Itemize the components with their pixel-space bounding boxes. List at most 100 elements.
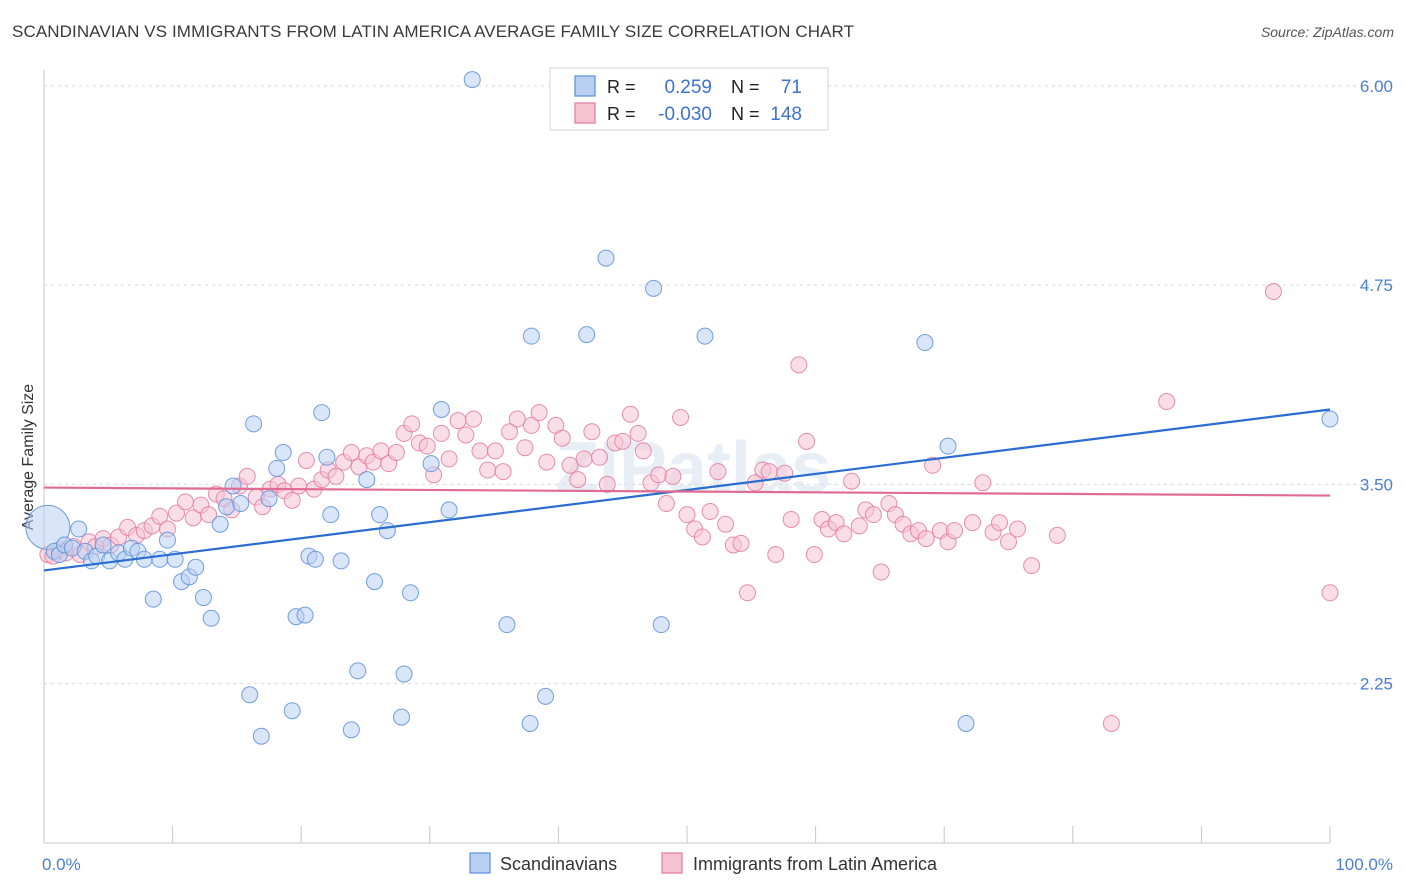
latin-america-point — [657, 495, 675, 513]
y-axis-label: Average Family Size — [20, 384, 37, 531]
x-tick-label-end: 100.0% — [1335, 855, 1393, 874]
latin-america-point — [583, 423, 601, 441]
scandinavian-point — [393, 708, 411, 726]
latin-america-point — [717, 515, 735, 533]
latin-america-point — [782, 510, 800, 528]
latin-america-point — [1009, 520, 1027, 538]
scandinavian-point — [194, 589, 212, 607]
scandinavian-point — [187, 558, 205, 576]
scandinavian-point — [268, 459, 286, 477]
latin-america-point — [327, 467, 345, 485]
scandinavian-point — [342, 721, 360, 739]
scandinavian-point — [349, 662, 367, 680]
legend-swatch-pink — [574, 102, 596, 124]
y-tick-label: 2.25 — [1360, 675, 1393, 694]
latin-america-point — [614, 432, 632, 450]
latin-america-point — [522, 416, 540, 434]
x-tick-label-start: 0.0% — [42, 855, 81, 874]
y-tick-label: 3.50 — [1360, 475, 1393, 494]
scandinavian-point — [313, 404, 331, 422]
scandinavian-point — [440, 501, 458, 519]
latin-america-point — [693, 528, 711, 546]
scandinavian-point — [597, 249, 615, 267]
legend-r-label-1: R = — [607, 77, 636, 97]
legend-label-latin-america: Immigrants from Latin America — [693, 854, 938, 874]
stats-legend: R = 0.259 N = 71 R = -0.030 N = 148 — [549, 67, 829, 131]
latin-america-point — [1000, 533, 1017, 551]
latin-america-point — [516, 439, 534, 457]
latin-america-point — [342, 444, 360, 462]
legend-swatch-latin-america — [661, 852, 683, 874]
scandinavian-point — [463, 71, 481, 89]
latin-america-point — [1321, 584, 1339, 602]
scandinavian-point — [241, 686, 259, 704]
legend-n-label-1: N = — [731, 77, 760, 97]
scandinavian-point — [252, 727, 270, 745]
scandinavian-point — [211, 515, 229, 533]
latin-america-point — [634, 442, 652, 460]
scandinavian-point — [318, 448, 336, 466]
scandinavian-point — [432, 400, 450, 418]
latin-america-point — [650, 466, 668, 484]
latin-america-point — [290, 477, 308, 495]
scandinavian-point — [371, 506, 389, 524]
series-scandinavians-points — [25, 71, 1339, 745]
latin-america-point — [569, 471, 587, 489]
latin-america-point — [872, 563, 890, 581]
scandinavian-point — [245, 415, 263, 433]
trend-line-scandinavians — [43, 408, 1331, 572]
scandinavian-point — [366, 573, 384, 591]
latin-america-point — [418, 437, 436, 455]
x-tick-marks — [43, 826, 1331, 843]
latin-america-point — [403, 415, 421, 433]
scandinavian-point — [696, 327, 714, 345]
legend-r-value-1: 0.259 — [664, 77, 712, 98]
scandinavian-point — [144, 590, 162, 608]
latin-america-point — [297, 451, 315, 469]
latin-america-point — [701, 502, 719, 520]
latin-america-point — [440, 450, 458, 468]
scandinavian-point — [957, 714, 975, 732]
scandinavian-point — [218, 498, 236, 516]
trend-line-latin-america — [43, 486, 1331, 497]
scandinavian-point — [1321, 410, 1339, 428]
latin-america-point — [990, 514, 1008, 532]
latin-america-point — [501, 423, 519, 441]
latin-america-point — [974, 474, 992, 492]
latin-america-point — [1023, 557, 1041, 575]
latin-america-point — [621, 405, 639, 423]
latin-america-point — [200, 506, 218, 524]
latin-america-point — [835, 525, 853, 543]
trend-lines — [43, 408, 1331, 572]
scandinavian-point — [537, 687, 555, 705]
latin-america-point — [283, 491, 301, 509]
scandinavian-point — [358, 471, 376, 489]
gridlines — [44, 85, 1395, 685]
scandinavian-point — [224, 477, 242, 495]
latin-america-point — [672, 408, 690, 426]
latin-america-point — [479, 461, 497, 479]
latin-america-point — [575, 450, 593, 468]
latin-america-point — [664, 467, 682, 485]
latin-america-point — [767, 546, 785, 564]
latin-america-point — [629, 424, 647, 442]
latin-america-point — [864, 506, 882, 524]
scandinavian-point — [202, 609, 220, 627]
latin-america-point — [1102, 714, 1120, 732]
scandinavian-point — [283, 702, 301, 720]
scandinavian-point — [939, 437, 957, 455]
scandinavian-point — [916, 334, 934, 352]
scandinavian-point — [158, 531, 176, 549]
latin-america-point — [432, 424, 450, 442]
latin-america-point — [598, 475, 616, 493]
legend-swatch-scandinavians — [469, 852, 491, 874]
latin-america-point — [538, 453, 556, 471]
latin-america-point — [238, 467, 256, 485]
latin-america-point — [709, 463, 727, 481]
latin-america-point — [465, 410, 483, 428]
latin-america-point — [963, 514, 981, 532]
stats-legend-box — [549, 67, 829, 131]
scandinavian-point — [378, 522, 396, 540]
scandinavian-point — [151, 550, 169, 568]
